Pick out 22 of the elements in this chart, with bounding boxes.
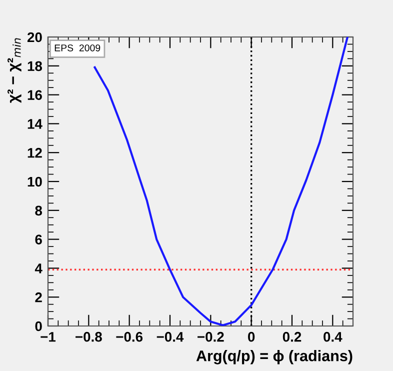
x-tick-label: −0.4 [156,332,184,342]
x-tick-label: 0.2 [282,332,302,342]
y-tick-label: 20 [27,32,42,42]
x-tick-label: 0.4 [324,332,342,342]
annotation: EPS 2009 [54,44,100,52]
x-tick-label: −0.8 [76,332,102,342]
x-tick-label: −1 [40,332,56,342]
y-tick-label: 14 [28,119,42,129]
y-tick-label: 6 [35,234,42,244]
y-tick-label: 16 [28,90,42,100]
y-tick-label: 10 [28,176,42,187]
y-tick-label: 2 [35,292,42,302]
y-tick-label: 12 [28,148,42,158]
x-tick-label: 0 [248,332,255,342]
y-tick-label: 0 [35,321,42,332]
x-tick-label: −0.6 [116,332,143,342]
y-tick-label: 4 [34,264,42,274]
y-tick-label: 8 [35,206,42,216]
y-axis-title: χ² − χ²$_{min}$ [8,38,22,103]
x-axis-title: Arg(q/p) = ϕ (radians) [196,350,352,364]
y-tick-label: 18 [28,61,42,72]
x-tick-label: −0.2 [198,332,224,342]
